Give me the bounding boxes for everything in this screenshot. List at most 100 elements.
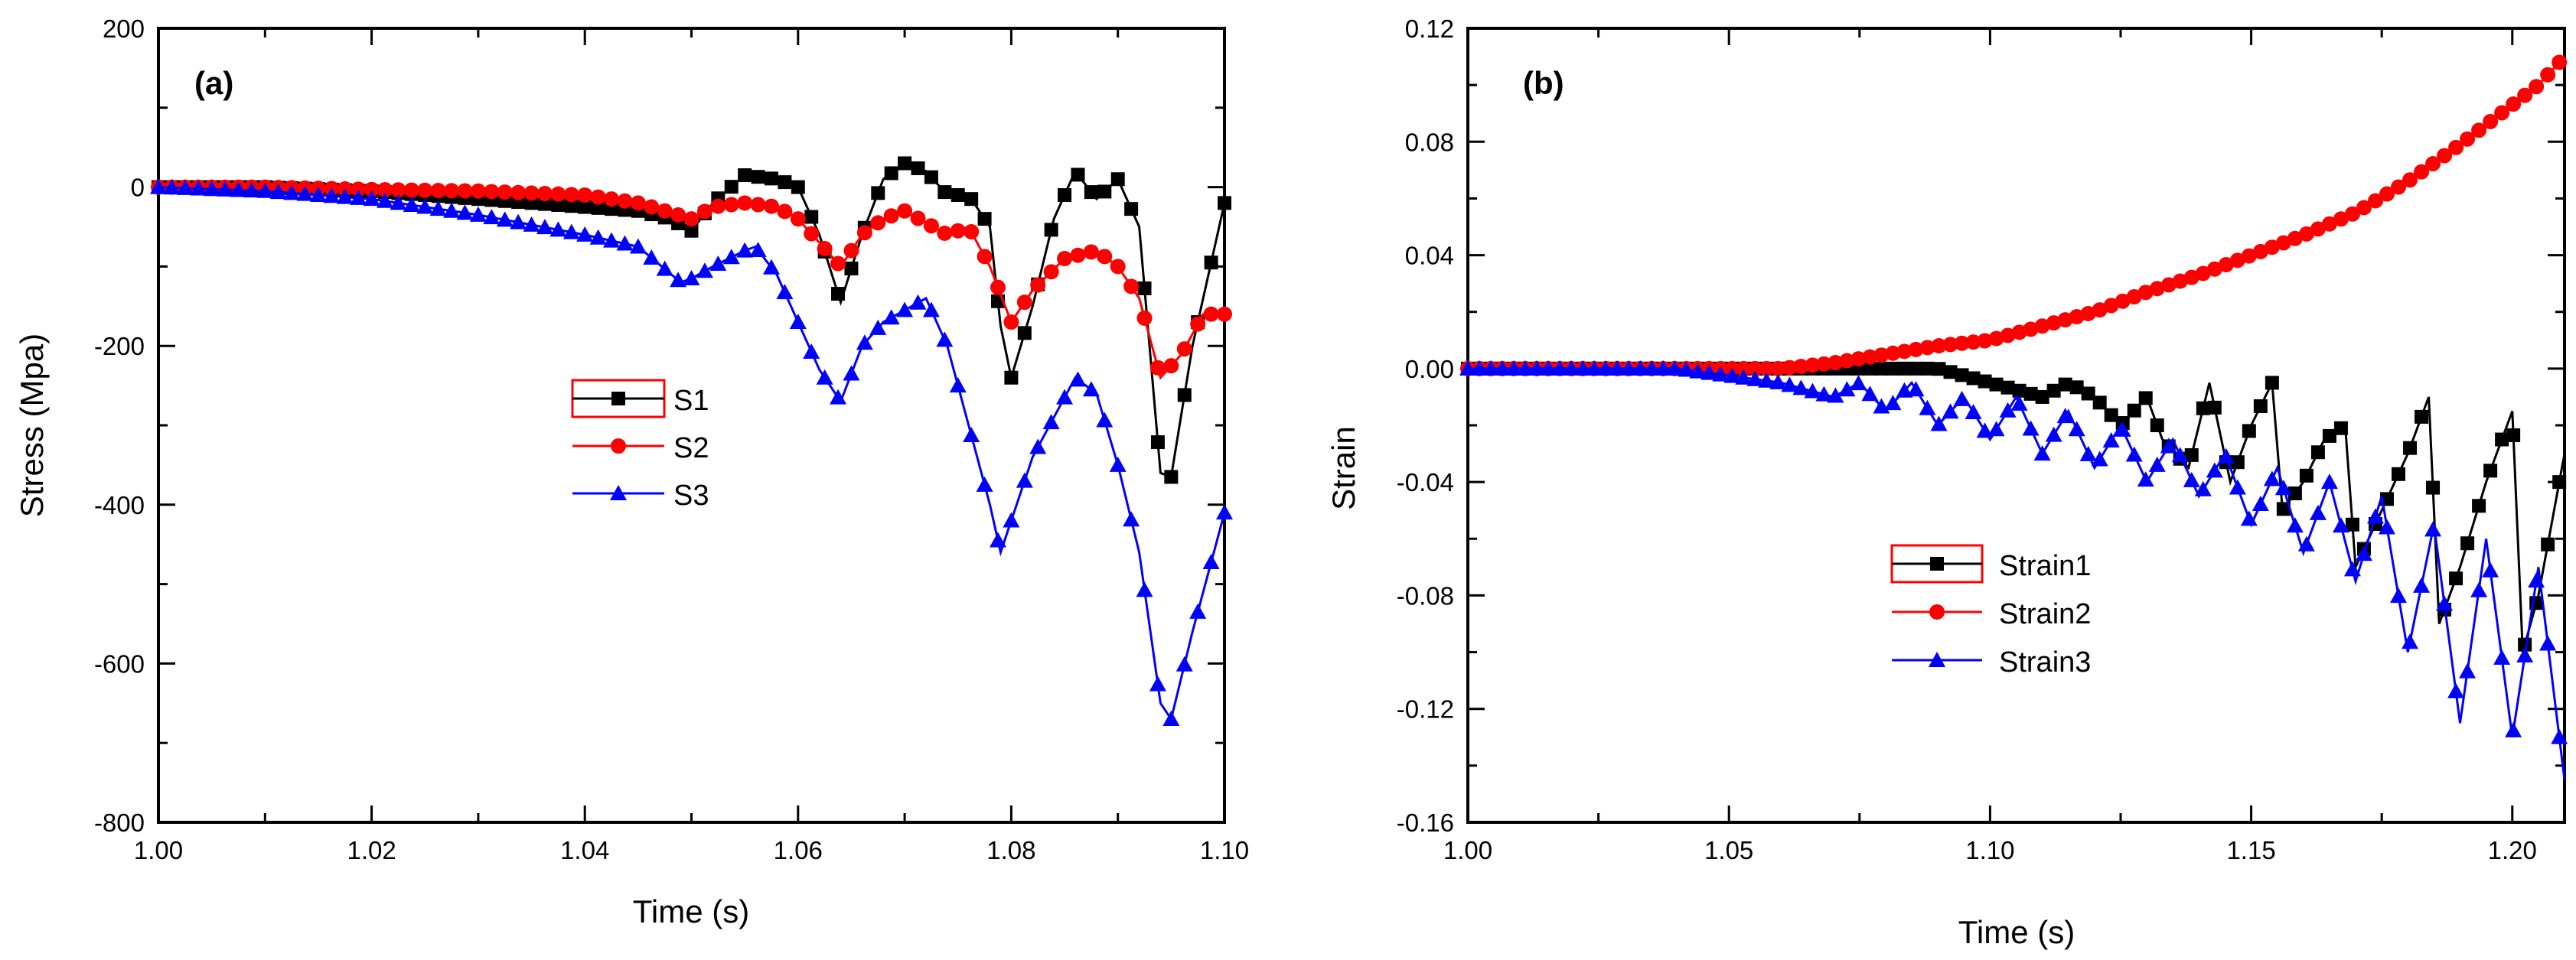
data-point-strain2 <box>2241 248 2257 264</box>
data-point-strain2 <box>2126 288 2142 304</box>
data-point-s3 <box>749 241 767 257</box>
data-point-strain3 <box>2125 446 2143 462</box>
y-axis-label-a: Stress (Mpa) <box>14 334 50 517</box>
data-point-strain2 <box>2402 172 2418 188</box>
data-point-s1 <box>844 261 859 275</box>
data-point-strain3 <box>2229 479 2246 495</box>
y-tick-label: -800 <box>94 809 145 837</box>
legend-marker-strain2 <box>1929 604 1945 620</box>
data-point-s2 <box>1070 247 1086 263</box>
data-point-strain1 <box>2230 455 2245 470</box>
x-tick-label: 1.20 <box>2488 836 2537 864</box>
data-point-s3 <box>176 179 194 195</box>
legend-a-items <box>572 392 664 500</box>
data-point-strain3 <box>1850 375 1867 391</box>
data-point-s2 <box>830 255 846 272</box>
data-point-strain3 <box>1666 360 1684 376</box>
data-point-strain1 <box>2345 517 2359 532</box>
data-point-s2 <box>617 193 633 209</box>
series-line-s1 <box>158 161 1226 479</box>
data-point-strain3 <box>2137 471 2154 487</box>
data-point-strain2 <box>2011 324 2027 340</box>
data-point-strain3 <box>2033 445 2051 461</box>
data-point-strain3 <box>2297 535 2315 552</box>
data-point-strain3 <box>1482 360 1500 376</box>
data-point-strain3 <box>1471 360 1489 376</box>
data-point-s1 <box>977 212 992 226</box>
data-point-strain1 <box>1955 368 1969 382</box>
data-point-strain2 <box>2552 54 2568 70</box>
data-point-strain3 <box>1976 422 1994 438</box>
data-point-s2 <box>510 184 527 200</box>
data-point-s2 <box>536 186 553 202</box>
data-point-strain2 <box>2218 257 2234 273</box>
data-point-strain1 <box>2069 380 2084 395</box>
data-point-strain3 <box>1574 360 1592 376</box>
data-point-strain3 <box>2206 462 2223 478</box>
data-point-strain3 <box>2332 517 2349 533</box>
data-point-strain2 <box>1977 333 1993 349</box>
data-point-s1 <box>751 170 765 184</box>
legend-marker-s2 <box>611 438 626 454</box>
data-point-strain1 <box>2287 486 2302 500</box>
series-b <box>1459 54 2568 780</box>
data-point-s3 <box>683 269 700 285</box>
data-point-s2 <box>417 182 433 198</box>
data-point-strain2 <box>2034 318 2050 334</box>
data-point-strain1 <box>1943 365 1958 379</box>
data-point-strain2 <box>2137 285 2154 301</box>
data-point-strain2 <box>2023 321 2039 337</box>
data-point-strain1 <box>2081 386 2095 401</box>
data-point-s2 <box>523 185 540 201</box>
data-point-strain3 <box>1735 369 1753 385</box>
data-point-s2 <box>910 210 926 226</box>
data-point-s3 <box>576 226 594 242</box>
data-point-s2 <box>950 223 966 239</box>
ticks-a: 1.00 1.02 1.04 1.06 1.08 1.10 200 0 -200 -400 -600… <box>94 15 1249 864</box>
x-tick-label: 1.10 <box>1200 836 1249 864</box>
data-point-strain3 <box>1815 386 1833 402</box>
data-point-s3 <box>469 206 487 222</box>
data-point-s2 <box>937 225 953 241</box>
data-point-strain3 <box>2402 633 2419 649</box>
data-point-s2 <box>750 197 766 213</box>
data-point-strain3 <box>1632 360 1649 376</box>
data-point-s3 <box>163 179 181 195</box>
data-point-strain2 <box>2000 327 2016 343</box>
plot-area-b <box>1466 27 2566 824</box>
data-point-strain3 <box>1586 360 1603 376</box>
data-point-strain3 <box>2194 480 2212 496</box>
data-point-strain2 <box>1850 351 1867 367</box>
data-point-strain3 <box>1769 373 1787 389</box>
data-point-s2 <box>710 198 726 214</box>
data-point-strain3 <box>2447 682 2465 698</box>
data-point-s3 <box>1162 711 1180 727</box>
series-markers-strain3 <box>1459 360 2568 744</box>
data-point-s1 <box>924 170 938 184</box>
legend-marker-strain1 <box>1930 557 1944 571</box>
data-point-s1 <box>1004 370 1019 385</box>
data-point-strain1 <box>2483 464 2498 478</box>
y-tick-label: 0.12 <box>1405 15 1454 43</box>
legend-a: S1 S2 S3 <box>571 379 709 512</box>
data-point-strain2 <box>1805 357 1821 373</box>
data-point-s3 <box>390 194 407 210</box>
data-point-strain3 <box>1459 360 1476 376</box>
data-point-s2 <box>897 203 913 219</box>
data-point-s1 <box>1071 168 1085 182</box>
data-point-s2 <box>723 197 739 213</box>
y-tick-label: 200 <box>103 15 145 43</box>
data-point-s1 <box>738 168 752 183</box>
data-point-strain3 <box>1540 360 1557 376</box>
data-point-s3 <box>1096 412 1114 428</box>
data-point-s3 <box>616 235 634 251</box>
data-point-s1 <box>831 287 846 301</box>
data-point-strain1 <box>2518 637 2532 652</box>
data-point-s2 <box>1057 251 1073 267</box>
data-point-strain1 <box>2000 380 2015 395</box>
data-point-s1 <box>1137 281 1152 295</box>
data-point-s1 <box>778 175 792 190</box>
y-tick-label: -0.04 <box>1397 468 1454 496</box>
data-point-s2 <box>604 191 620 207</box>
